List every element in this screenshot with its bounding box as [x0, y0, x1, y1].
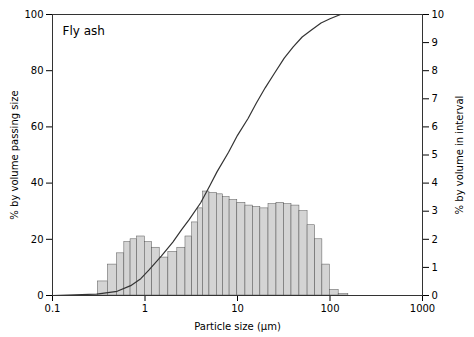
- svg-text:20: 20: [31, 234, 44, 245]
- svg-text:% by volume passing size: % by volume passing size: [9, 90, 20, 219]
- svg-text:0: 0: [432, 290, 438, 301]
- svg-text:100: 100: [24, 9, 43, 20]
- svg-text:80: 80: [31, 65, 44, 76]
- svg-text:1000: 1000: [410, 303, 435, 314]
- svg-text:4: 4: [432, 177, 438, 188]
- svg-text:2: 2: [432, 234, 438, 245]
- svg-text:1: 1: [142, 303, 148, 314]
- svg-text:Particle size (μm): Particle size (μm): [194, 321, 281, 332]
- svg-text:10: 10: [432, 9, 445, 20]
- svg-text:0: 0: [37, 290, 43, 301]
- svg-text:7: 7: [432, 93, 438, 104]
- svg-text:10: 10: [231, 303, 244, 314]
- svg-text:100: 100: [320, 303, 339, 314]
- svg-text:40: 40: [31, 177, 44, 188]
- svg-text:0.1: 0.1: [45, 303, 61, 314]
- svg-text:5: 5: [432, 149, 438, 160]
- svg-text:3: 3: [432, 205, 438, 216]
- svg-text:1: 1: [432, 262, 438, 273]
- svg-text:9: 9: [432, 37, 438, 48]
- svg-text:Fly ash: Fly ash: [63, 24, 105, 38]
- svg-text:60: 60: [31, 121, 44, 132]
- svg-text:6: 6: [432, 121, 438, 132]
- svg-text:8: 8: [432, 65, 438, 76]
- svg-text:% by volume in interval: % by volume in interval: [454, 96, 465, 215]
